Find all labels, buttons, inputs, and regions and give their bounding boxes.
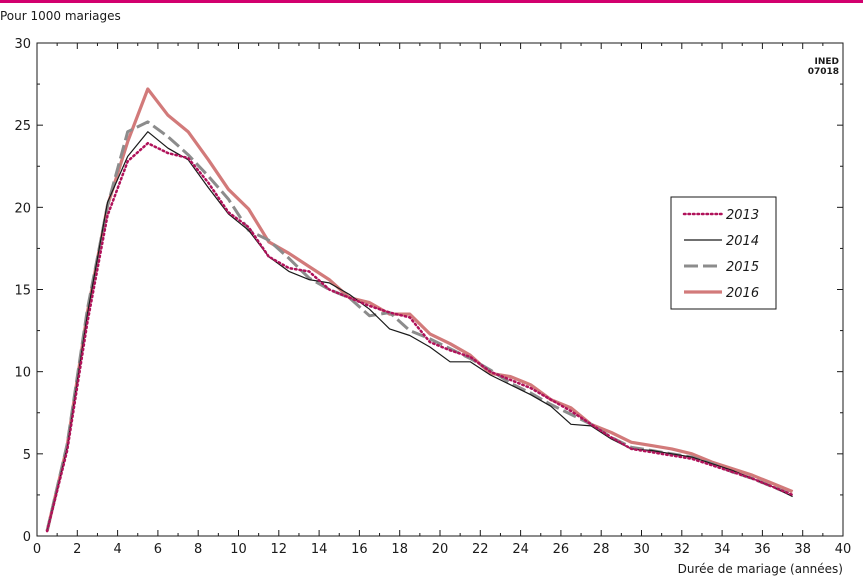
x-tick-label: 8 (194, 542, 202, 557)
x-tick-label: 24 (512, 542, 529, 557)
y-tick-label: 25 (14, 119, 31, 134)
y-tick-label: 20 (14, 201, 31, 216)
x-tick-label: 30 (633, 542, 650, 557)
x-tick-label: 4 (113, 542, 121, 557)
x-tick-label: 2 (73, 542, 81, 557)
x-tick-label: 10 (230, 542, 247, 557)
watermark-line-1: INED (815, 57, 840, 67)
x-tick-label: 14 (311, 542, 328, 557)
x-tick-label: 20 (432, 542, 449, 557)
plot-lines (45, 87, 794, 533)
axes: 0 2 4 6 8 10 12 14 16 18 20 22 24 26 28 30 32 34 36 38 40051… (14, 37, 851, 557)
x-tick-label: 28 (593, 542, 610, 557)
y-tick-label: 30 (14, 37, 31, 52)
y-tick-label: 0 (23, 530, 31, 545)
x-tick-label: 16 (351, 542, 368, 557)
x-tick-label: 34 (714, 542, 731, 557)
x-tick-label: 36 (754, 542, 771, 557)
legend-label-2016: 2016 (726, 286, 759, 301)
x-tick-label: 0 (33, 542, 41, 557)
x-tick-label: 26 (553, 542, 570, 557)
legend-label-2015: 2015 (726, 260, 759, 275)
series-line-2013 (45, 141, 794, 533)
series-line-2016 (45, 87, 794, 532)
x-tick-label: 40 (835, 542, 852, 557)
legend: 2013 2014 2015 2016 (670, 196, 777, 310)
y-tick-label: 10 (14, 366, 31, 381)
x-axis-title: Durée de mariage (années) (678, 562, 843, 576)
series-line-2015 (45, 120, 794, 532)
x-tick-label: 22 (472, 542, 489, 557)
y-tick-label: 15 (14, 284, 31, 299)
x-tick-label: 18 (391, 542, 408, 557)
x-tick-label: 32 (674, 542, 691, 557)
watermark-line-2: 07018 (808, 67, 839, 77)
legend-label-2013: 2013 (726, 208, 759, 223)
legend-box (670, 196, 777, 310)
x-tick-label: 38 (794, 542, 811, 557)
series-line-2014 (46, 131, 793, 532)
title-bar-accent (0, 0, 863, 3)
y-axis-title: Pour 1000 mariages (0, 9, 121, 23)
x-tick-label: 6 (154, 542, 162, 557)
legend-label-2014: 2014 (726, 234, 759, 249)
x-tick-label: 12 (271, 542, 288, 557)
y-tick-label: 5 (23, 448, 31, 463)
